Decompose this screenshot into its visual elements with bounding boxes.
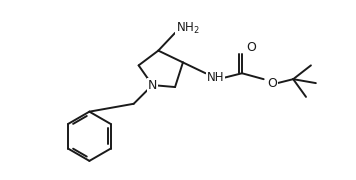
- Text: O: O: [246, 41, 256, 54]
- Text: NH: NH: [207, 71, 224, 84]
- Text: NH$_2$: NH$_2$: [176, 20, 200, 35]
- Text: N: N: [148, 79, 157, 92]
- Text: O: O: [268, 77, 277, 90]
